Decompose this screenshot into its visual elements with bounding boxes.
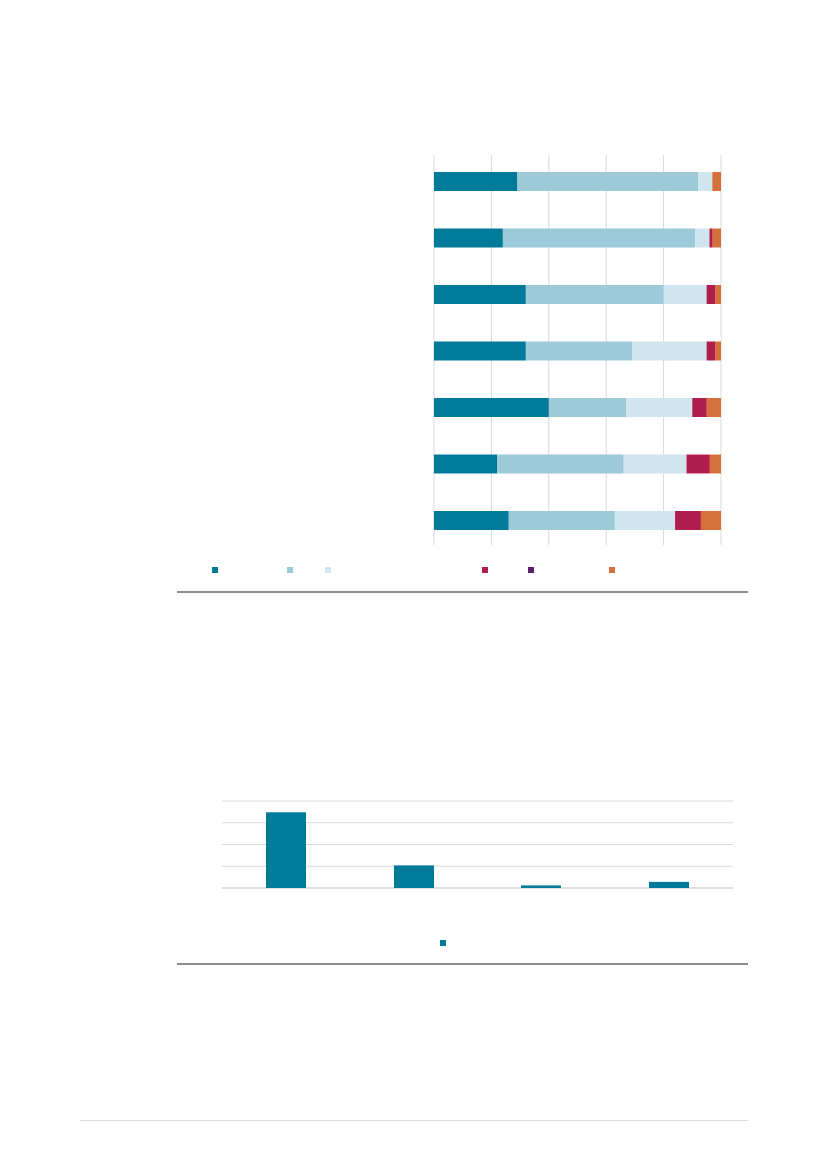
chart1-bar-series3-row2 [695,228,710,248]
chart1-bar-series4-row4 [706,341,716,361]
chart2-bar-3 [521,885,561,888]
chart1-bar-series1-row3 [434,285,526,304]
chart1-bar-series2-row6 [497,454,624,474]
chart1-bar-series6-row7 [700,511,721,530]
chart1-bar-series2-row4 [525,341,633,361]
chart1-bar-series3-row4 [632,341,707,361]
chart1-bar-series1-row1 [434,172,518,191]
chart1-bar-series1-row5 [434,398,549,417]
chart1-bar-series2-row3 [525,285,664,304]
chart1-legend-swatch-4 [482,567,488,573]
chart1-bottom-rule [177,591,748,593]
chart1-bar-series3-row1 [698,172,713,191]
chart1-bar-series1-row4 [434,341,526,361]
chart1-bar-series1-row2 [434,228,503,248]
chart1-bar-series6-row3 [715,285,721,304]
chart2-legend-swatch [440,940,446,946]
chart1-bar-series6-row5 [706,398,721,417]
chart1-legend-swatch-1 [212,567,218,573]
chart1-bar-series4-row6 [686,454,710,474]
chart1-bar-series6-row6 [709,454,721,474]
footer-rule [80,1120,748,1121]
chart1-bar-series2-row1 [517,172,699,191]
chart2-bar-2 [394,865,434,888]
chart1-legend-swatch-2 [287,567,293,573]
chart1-bar-series6-row2 [712,228,721,248]
chart1-legend-swatch-3 [325,567,331,573]
chart1-bar-series3-row3 [663,285,707,304]
chart1-bar-series3-row6 [623,454,687,474]
chart1-bar-series3-row5 [626,398,693,417]
chart1-bar-series6-row1 [712,172,721,191]
chart1-legend-swatch-6 [609,567,615,573]
chart1-bar-series4-row2 [709,228,713,248]
chart2-bottom-rule [177,963,748,965]
chart1-bar-series3-row7 [614,511,676,530]
chart1-bar-series4-row7 [675,511,701,530]
chart2-bar-1 [266,812,306,888]
chart1-bar-series2-row7 [508,511,615,530]
chart1-bar-series6-row4 [715,341,721,361]
chart1-bar-series4-row5 [692,398,707,417]
chart1-bar-series1-row7 [434,511,509,530]
chart2-bar-4 [649,881,689,888]
chart1-bar-series2-row2 [502,228,696,248]
chart1-bar-series4-row3 [706,285,716,304]
chart1-legend-swatch-5 [528,567,534,573]
chart1-bar-series2-row5 [548,398,627,417]
chart1-bar-series1-row6 [434,454,498,474]
